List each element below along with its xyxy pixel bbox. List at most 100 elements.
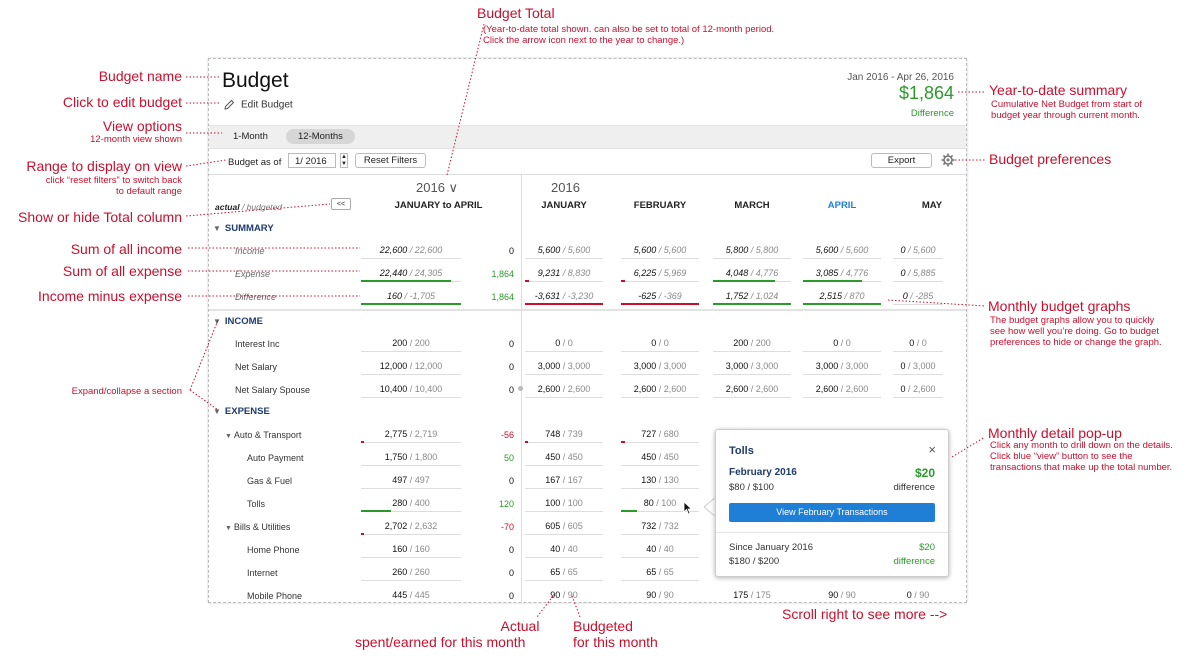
ann-sum-income: Sum of all income xyxy=(70,241,182,257)
budget-cell[interactable]: 0 / 0 xyxy=(893,336,943,352)
budget-cell[interactable]: 22,440 / 24,305 xyxy=(361,266,461,282)
budget-cell[interactable]: 3,000 / 3,000 xyxy=(621,359,699,375)
budget-cell[interactable]: 497 / 497 xyxy=(361,473,461,489)
budget-cell[interactable]: 2,600 / 2,600 xyxy=(803,382,881,398)
budget-cell[interactable]: 90 / 90 xyxy=(621,588,699,602)
budget-cell[interactable]: 3,085 / 4,776 xyxy=(803,266,881,282)
budget-cell[interactable]: 130 / 130 xyxy=(621,473,699,489)
view-1month-button[interactable]: 1-Month xyxy=(233,131,268,142)
budget-cell[interactable]: 4,048 / 4,776 xyxy=(713,266,791,282)
ann-show-hide: Show or hide Total column xyxy=(18,209,182,225)
budget-cell[interactable]: 2,515 / 870 xyxy=(803,289,881,305)
budget-cell[interactable]: 5,800 / 5,800 xyxy=(713,243,791,259)
ann-graphs-desc: The budget graphs allow you to quickly se… xyxy=(990,315,1162,348)
budget-cell[interactable]: 2,775 / 2,719 xyxy=(361,427,461,443)
budget-cell[interactable]: 80 / 100 xyxy=(621,496,699,512)
budget-cell[interactable]: 0 / 5,600 xyxy=(893,243,943,259)
budget-cell[interactable]: 22,600 / 22,600 xyxy=(361,243,461,259)
budget-cell[interactable]: 3,000 / 3,000 xyxy=(713,359,791,375)
month-header[interactable]: MARCH xyxy=(734,200,770,211)
section-summary[interactable]: ▼ SUMMARY xyxy=(213,223,274,234)
budget-cell[interactable]: 5,600 / 5,600 xyxy=(803,243,881,259)
budget-cell[interactable]: 6,225 / 5,969 xyxy=(621,266,699,282)
budget-cell[interactable]: 3,000 / 3,000 xyxy=(525,359,603,375)
budget-cell[interactable]: 2,600 / 2,600 xyxy=(713,382,791,398)
month-stepper[interactable]: ▲ ▼ xyxy=(340,153,348,168)
budget-cell[interactable]: 0 / 90 xyxy=(893,588,943,602)
popup-since-difference: difference xyxy=(893,556,935,567)
budget-cell[interactable]: 100 / 100 xyxy=(525,496,603,512)
budget-cell[interactable]: 727 / 680 xyxy=(621,427,699,443)
budget-cell[interactable]: 175 / 175 xyxy=(713,588,791,602)
difference-value: 0 xyxy=(508,246,514,256)
budget-graph-bar xyxy=(713,303,791,305)
month-header[interactable]: MAY xyxy=(921,200,943,211)
budget-cell[interactable]: 445 / 445 xyxy=(361,588,461,602)
budget-graph-bar xyxy=(361,303,461,305)
budget-cell[interactable]: 200 / 200 xyxy=(713,336,791,352)
budget-cell[interactable]: 2,702 / 2,632 xyxy=(361,519,461,535)
budget-cell[interactable]: 1,752 / 1,024 xyxy=(713,289,791,305)
budget-cell[interactable]: 0 / 0 xyxy=(803,336,881,352)
budget-cell[interactable]: 605 / 605 xyxy=(525,519,603,535)
budget-cell[interactable]: 0 / -285 xyxy=(893,289,943,305)
budget-cell[interactable]: 40 / 40 xyxy=(621,542,699,558)
budget-cell[interactable]: 200 / 200 xyxy=(361,336,461,352)
edit-budget-button[interactable]: Edit Budget xyxy=(223,99,293,111)
budget-cell[interactable]: 160 / -1,705 xyxy=(361,289,461,305)
budget-cell[interactable]: 732 / 732 xyxy=(621,519,699,535)
view-12months-button[interactable]: 12-Months xyxy=(286,129,355,144)
month-header[interactable]: FEBRUARY xyxy=(633,200,687,211)
budget-cell[interactable]: -3,631 / -3,230 xyxy=(525,289,603,305)
budget-cell[interactable]: 3,000 / 3,000 xyxy=(803,359,881,375)
budget-cell[interactable]: 5,600 / 5,600 xyxy=(525,243,603,259)
budget-cell[interactable]: -625 / -369 xyxy=(621,289,699,305)
view-options-bar: 1-Month 12-Months xyxy=(209,125,966,149)
budget-cell[interactable]: 280 / 400 xyxy=(361,496,461,512)
triangle-down-icon[interactable]: ▼ xyxy=(225,433,234,440)
budget-cell[interactable]: 0 / 0 xyxy=(621,336,699,352)
month-input[interactable]: 1/ 2016 xyxy=(288,153,336,168)
total-year-selector[interactable]: 2016 ∨ xyxy=(416,180,459,195)
budget-cell[interactable]: 2,600 / 2,600 xyxy=(621,382,699,398)
view-transactions-button[interactable]: View February Transactions xyxy=(729,503,935,522)
budget-cell[interactable]: 160 / 160 xyxy=(361,542,461,558)
budget-cell[interactable]: 748 / 739 xyxy=(525,427,603,443)
budget-cell[interactable]: 40 / 40 xyxy=(525,542,603,558)
triangle-down-icon[interactable]: ▼ xyxy=(225,525,234,532)
budget-cell[interactable]: 450 / 450 xyxy=(525,450,603,466)
budget-cell[interactable]: 0 / 3,000 xyxy=(893,359,943,375)
budget-cell[interactable]: 1,750 / 1,800 xyxy=(361,450,461,466)
popup-since-value: $20 xyxy=(919,542,935,553)
budget-cell[interactable]: 0 / 0 xyxy=(525,336,603,352)
budget-cell[interactable]: 260 / 260 xyxy=(361,565,461,581)
budget-cell[interactable]: 0 / 2,600 xyxy=(893,382,943,398)
month-header[interactable]: JANUARY xyxy=(541,200,587,211)
export-button[interactable]: Export xyxy=(871,153,932,168)
difference-value: 0 xyxy=(508,545,514,555)
section-expense[interactable]: ▼ EXPENSE xyxy=(213,406,270,417)
month-header[interactable]: APRIL xyxy=(827,200,857,211)
budget-cell[interactable]: 450 / 450 xyxy=(621,450,699,466)
budget-cell[interactable]: 90 / 90 xyxy=(803,588,881,602)
gear-icon[interactable] xyxy=(941,153,955,167)
budget-cell[interactable]: 90 / 90 xyxy=(525,588,603,602)
budget-cell[interactable]: 167 / 167 xyxy=(525,473,603,489)
budget-cell[interactable]: 12,000 / 12,000 xyxy=(361,359,461,375)
budget-cell[interactable]: 10,400 / 10,400 xyxy=(361,382,461,398)
close-icon[interactable]: × xyxy=(928,442,936,457)
ann-preferences: Budget preferences xyxy=(989,151,1112,167)
budget-cell[interactable]: 5,600 / 5,600 xyxy=(621,243,699,259)
budget-graph-bar xyxy=(525,303,603,305)
toggle-total-column-button[interactable]: << xyxy=(331,198,351,210)
popup-month: February 2016 xyxy=(729,467,797,478)
budget-cell[interactable]: 2,600 / 2,600 xyxy=(525,382,603,398)
budget-cell[interactable]: 65 / 65 xyxy=(525,565,603,581)
budget-cell[interactable]: 9,231 / 8,830 xyxy=(525,266,603,282)
reset-filters-button[interactable]: Reset Filters xyxy=(355,153,426,168)
budget-cell[interactable]: 65 / 65 xyxy=(621,565,699,581)
budget-cell[interactable]: 0 / 5,885 xyxy=(893,266,943,282)
monthly-detail-popup: Tolls × February 2016 $20 $80 / $100 dif… xyxy=(715,429,949,577)
row-label: Gas & Fuel xyxy=(247,476,293,486)
row-label: ▼ Auto & Transport xyxy=(225,430,302,440)
